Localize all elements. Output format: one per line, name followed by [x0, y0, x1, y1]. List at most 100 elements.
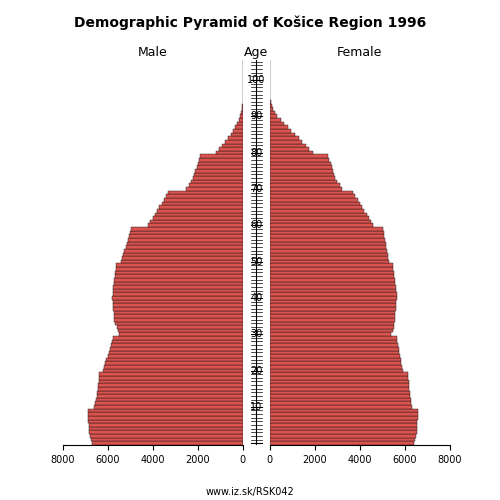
Bar — [270, 136, 298, 140]
Bar — [97, 390, 242, 394]
Bar — [164, 198, 242, 202]
Bar — [270, 322, 394, 325]
Bar — [270, 249, 387, 252]
Bar — [228, 136, 242, 140]
Bar — [119, 332, 242, 336]
Bar — [270, 442, 414, 445]
Bar — [270, 224, 374, 227]
Bar — [111, 344, 242, 347]
Bar — [186, 187, 242, 191]
Bar — [270, 198, 358, 202]
Bar — [270, 387, 409, 390]
Bar — [114, 314, 242, 318]
Bar — [191, 180, 242, 184]
Bar — [270, 292, 396, 296]
Bar — [270, 340, 398, 344]
Bar — [270, 325, 394, 329]
Bar — [270, 245, 386, 249]
Bar — [116, 264, 242, 267]
Bar — [270, 216, 369, 220]
Bar — [89, 427, 242, 430]
Bar — [118, 329, 242, 332]
Bar — [270, 412, 418, 416]
Bar — [116, 322, 242, 325]
Bar — [113, 304, 242, 307]
Title: Age: Age — [244, 46, 268, 59]
Bar — [270, 166, 332, 169]
Bar — [155, 212, 242, 216]
Text: 70: 70 — [250, 184, 262, 194]
Text: 50: 50 — [250, 256, 262, 266]
Text: www.iz.sk/RSK042: www.iz.sk/RSK042 — [206, 487, 294, 497]
Bar — [270, 304, 396, 307]
Bar — [104, 365, 242, 368]
Text: 100: 100 — [247, 75, 266, 85]
Bar — [233, 129, 242, 132]
Bar — [270, 264, 393, 267]
Bar — [270, 300, 396, 304]
Bar — [270, 365, 402, 368]
Bar — [103, 368, 242, 372]
Bar — [114, 318, 242, 322]
Bar — [193, 176, 242, 180]
Bar — [270, 350, 400, 354]
Bar — [270, 318, 394, 322]
Bar — [270, 372, 407, 376]
Bar — [270, 358, 400, 362]
Bar — [241, 111, 242, 114]
Bar — [270, 267, 394, 270]
Bar — [122, 256, 242, 260]
Bar — [116, 325, 242, 329]
Bar — [230, 132, 242, 136]
Bar — [90, 434, 242, 438]
Bar — [131, 227, 242, 230]
Bar — [112, 296, 242, 300]
Bar — [236, 126, 242, 129]
Bar — [216, 151, 242, 154]
Bar — [270, 278, 395, 281]
Bar — [112, 292, 242, 296]
Bar — [270, 206, 362, 209]
Bar — [270, 154, 328, 158]
Bar — [270, 347, 398, 350]
Bar — [194, 172, 242, 176]
Bar — [126, 245, 242, 249]
Bar — [108, 350, 242, 354]
Bar — [270, 256, 388, 260]
Bar — [270, 111, 275, 114]
Bar — [270, 329, 392, 332]
Bar — [270, 126, 288, 129]
Bar — [270, 307, 396, 310]
Text: Demographic Pyramid of Košice Region 1996: Demographic Pyramid of Košice Region 199… — [74, 15, 426, 30]
Bar — [270, 147, 309, 151]
Bar — [270, 368, 402, 372]
Bar — [89, 430, 242, 434]
Bar — [270, 180, 338, 184]
Bar — [150, 220, 242, 224]
Bar — [188, 184, 242, 187]
Bar — [115, 274, 242, 278]
Bar — [106, 358, 242, 362]
Bar — [270, 129, 291, 132]
Bar — [196, 166, 242, 169]
Bar — [240, 114, 242, 118]
Bar — [270, 376, 408, 380]
Text: 60: 60 — [250, 220, 262, 230]
Bar — [270, 354, 400, 358]
Text: 80: 80 — [250, 148, 262, 158]
Bar — [115, 270, 242, 274]
Bar — [270, 402, 412, 405]
Title: Male: Male — [138, 46, 168, 59]
Bar — [239, 118, 242, 122]
Bar — [270, 296, 397, 300]
Bar — [110, 347, 242, 350]
Text: 10: 10 — [250, 402, 262, 412]
Bar — [225, 140, 242, 143]
Bar — [270, 310, 396, 314]
Bar — [114, 285, 242, 289]
Bar — [270, 405, 412, 408]
Bar — [88, 423, 242, 427]
Bar — [270, 158, 330, 162]
Bar — [270, 202, 360, 205]
Bar — [270, 151, 312, 154]
